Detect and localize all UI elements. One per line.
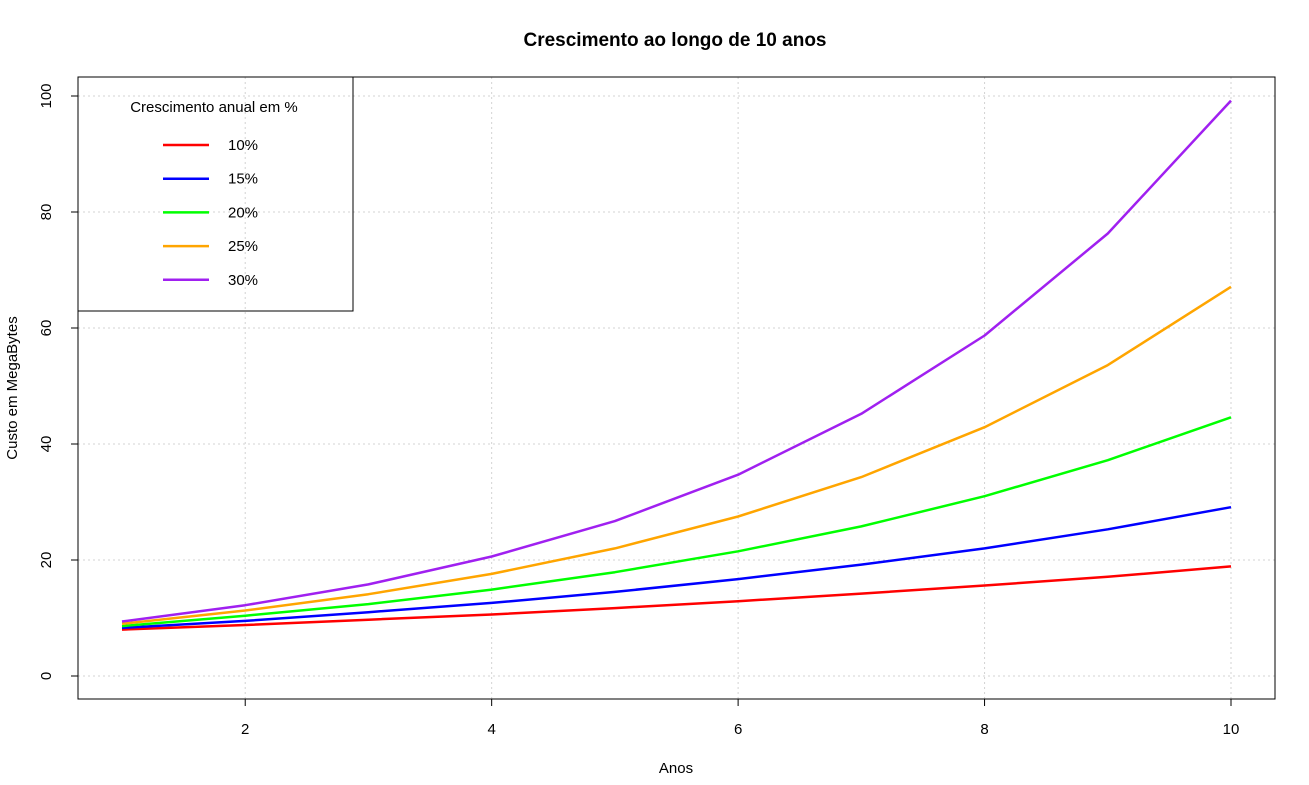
series-line-30pct	[121, 99, 1232, 623]
x-axis: 2 4 6 8 10	[241, 699, 1239, 738]
legend-item-label: 25%	[228, 238, 258, 255]
chart-title: Crescimento ao longo de 10 anos	[523, 30, 826, 51]
y-tick-label: 80	[38, 204, 55, 221]
x-tick-label: 2	[241, 721, 249, 738]
grid	[78, 77, 1275, 699]
x-tick-label: 4	[487, 721, 495, 738]
series-line-15pct	[121, 505, 1232, 630]
series-line-10pct	[121, 565, 1232, 631]
y-axis: 0 20 40 60 80 100	[38, 83, 78, 680]
x-tick-label: 6	[734, 721, 742, 738]
legend-item-label: 20%	[228, 204, 258, 221]
series-line-20pct	[121, 416, 1232, 628]
legend-box	[77, 76, 354, 312]
series-lines	[121, 99, 1232, 631]
y-tick-label: 20	[38, 552, 55, 569]
legend-title: Crescimento anual em %	[130, 99, 298, 116]
legend-item-label: 30%	[228, 272, 258, 289]
y-axis-label: Custo em MegaBytes	[4, 316, 21, 459]
legend: Crescimento anual em % 10% 15% 20% 25% 30%	[77, 76, 354, 312]
plot-frame	[77, 76, 1276, 700]
y-tick-label: 100	[38, 83, 55, 108]
series-line-25pct	[121, 285, 1232, 626]
x-axis-label: Anos	[659, 760, 693, 777]
legend-item-label: 15%	[228, 171, 258, 188]
y-tick-label: 60	[38, 320, 55, 337]
legend-item-label: 10%	[228, 137, 258, 154]
y-tick-label: 0	[38, 672, 55, 680]
y-tick-label: 40	[38, 436, 55, 453]
x-tick-label: 10	[1223, 721, 1240, 738]
x-tick-label: 8	[980, 721, 988, 738]
